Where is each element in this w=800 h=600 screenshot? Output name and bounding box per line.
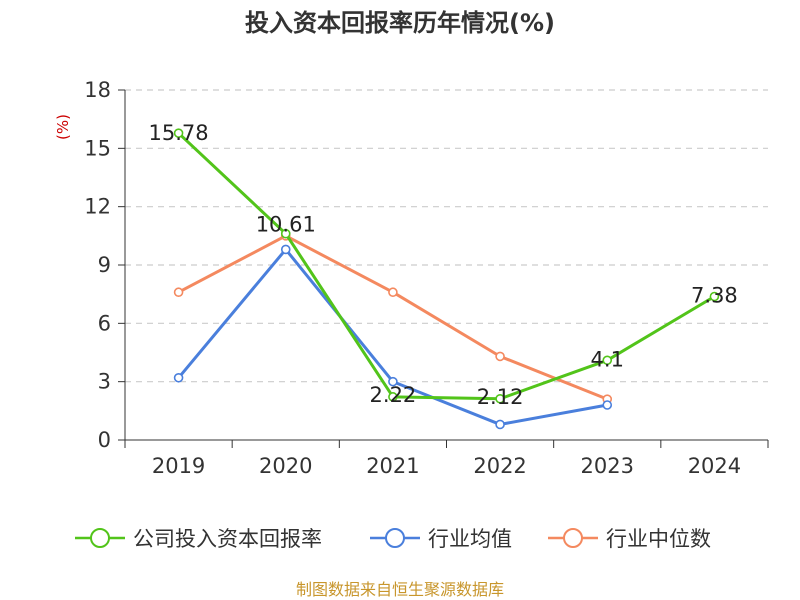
x-tick-label: 2023 xyxy=(581,454,634,478)
data-point-0 xyxy=(709,291,720,302)
data-point-0 xyxy=(280,228,291,239)
data-label: 7.38 xyxy=(691,284,738,308)
data-point-1 xyxy=(280,244,291,255)
data-point-1 xyxy=(388,376,398,387)
data-label: 10.61 xyxy=(256,213,316,237)
series-line-2 xyxy=(177,234,608,401)
data-label: 15.78 xyxy=(149,121,209,145)
data-point-1 xyxy=(173,372,184,383)
legend-swatch-marker xyxy=(563,528,583,548)
y-tick-label: 12 xyxy=(84,195,111,219)
legend-label: 公司投入资本回报率 xyxy=(133,527,322,551)
y-tick-label: 6 xyxy=(98,311,111,335)
data-point-1 xyxy=(495,419,505,430)
data-point-2 xyxy=(388,287,398,298)
y-tick-label: 0 xyxy=(98,428,111,452)
y-axis-label: (%) xyxy=(54,114,72,140)
data-label: 4.1 xyxy=(591,347,624,371)
y-tick-label: 15 xyxy=(84,136,111,160)
x-tick-label: 2022 xyxy=(473,454,526,478)
legend-swatch-marker xyxy=(90,528,110,548)
data-point-2 xyxy=(495,351,505,362)
x-tick-label: 2024 xyxy=(688,454,741,478)
data-label: 2.12 xyxy=(477,385,524,409)
x-tick-label: 2021 xyxy=(366,454,419,478)
chart-title: 投入资本回报率历年情况(%) xyxy=(245,9,555,37)
data-point-0 xyxy=(602,355,613,366)
y-tick-label: 3 xyxy=(98,370,111,394)
x-tick-label: 2019 xyxy=(152,454,205,478)
data-point-0 xyxy=(173,128,184,138)
legend-label: 行业中位数 xyxy=(606,527,711,551)
data-point-0 xyxy=(388,392,398,402)
data-point-2 xyxy=(173,287,184,298)
legend-swatch-marker xyxy=(385,528,405,548)
y-tick-label: 18 xyxy=(84,78,111,102)
source-note: 制图数据来自恒生聚源数据库 xyxy=(296,580,504,599)
data-point-1 xyxy=(602,400,613,410)
series-line-0 xyxy=(177,132,716,401)
x-tick-label: 2020 xyxy=(259,454,312,478)
y-tick-label: 9 xyxy=(98,253,111,277)
data-label: 2.22 xyxy=(370,383,417,407)
legend-label: 行业均值 xyxy=(428,527,512,551)
data-point-0 xyxy=(495,393,505,404)
